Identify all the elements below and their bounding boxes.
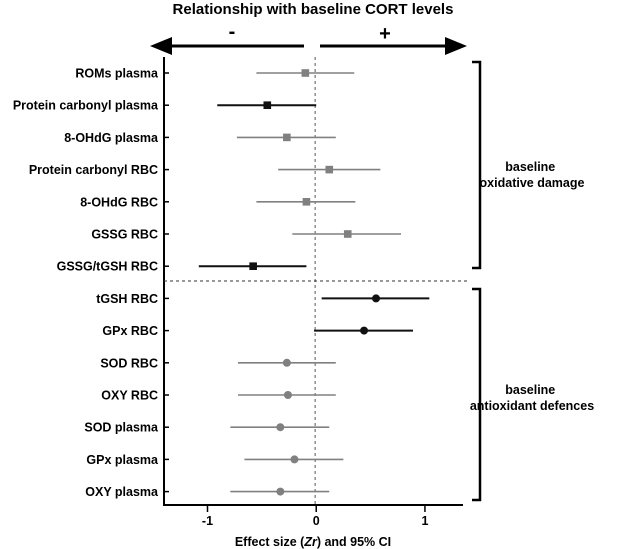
antioxidant-bracket <box>472 287 482 502</box>
forest-rows: ROMs plasma Protein carbonyl plasma 8-OHdG… <box>13 67 430 499</box>
row-label: SOD plasma <box>84 421 159 435</box>
x-axis-label: Effect size (Zr) and 95% CI <box>235 535 391 549</box>
effect-size-marker <box>325 165 334 174</box>
effect-size-marker <box>276 487 285 496</box>
forest-row: Protein carbonyl plasma <box>13 99 317 113</box>
row-label: GPx RBC <box>102 324 158 338</box>
row-label: SOD RBC <box>100 356 158 370</box>
x-axis-label-symbol: Zr <box>303 535 318 549</box>
forest-row: GPx plasma <box>86 453 344 467</box>
forest-row: GSSG/tGSH RBC <box>57 260 307 274</box>
row-label: GSSG RBC <box>91 228 158 242</box>
oxidative-bracket <box>472 60 482 270</box>
row-label: Protein carbonyl plasma <box>13 99 159 113</box>
effect-size-marker <box>282 358 291 367</box>
effect-size-marker <box>301 69 310 77</box>
row-label: GSSG/tGSH RBC <box>57 260 158 274</box>
positive-direction-arrow <box>320 37 467 55</box>
row-label: 8-OHdG RBC <box>80 195 158 209</box>
effect-size-marker <box>283 391 292 399</box>
forest-row: OXY RBC <box>101 389 336 403</box>
row-label: GPx plasma <box>86 453 159 467</box>
oxidative-group-label: baseline oxidative damage <box>480 160 585 190</box>
effect-size-marker <box>360 326 369 335</box>
x-axis-label-suffix: ) and 95% CI <box>317 535 391 549</box>
forest-row: Protein carbonyl RBC <box>29 163 381 177</box>
forest-row: GPx RBC <box>102 324 413 338</box>
effect-size-marker <box>343 230 352 238</box>
effect-size-marker <box>283 133 291 142</box>
effect-size-marker <box>290 455 299 464</box>
antioxidant-group-label: baseline antioxidant defences <box>470 383 594 413</box>
row-label: ROMs plasma <box>75 67 159 81</box>
effect-size-marker <box>372 294 381 303</box>
negative-direction-arrow <box>150 37 304 55</box>
forest-row: SOD RBC <box>100 356 336 370</box>
row-label: 8-OHdG plasma <box>64 131 159 145</box>
effect-size-marker <box>302 198 311 206</box>
negative-label: - <box>229 21 236 43</box>
x-tick-label: 1 <box>421 514 428 528</box>
x-tick-label: -1 <box>202 514 213 528</box>
effect-size-marker <box>263 101 272 109</box>
forest-row: OXY plasma <box>85 485 330 499</box>
forest-row: SOD plasma <box>84 421 330 435</box>
row-label: OXY RBC <box>101 389 158 403</box>
forest-row: GSSG RBC <box>91 228 402 242</box>
forest-row: tGSH RBC <box>96 292 430 306</box>
row-label: OXY plasma <box>85 485 159 499</box>
x-ticks: -1 0 1 <box>202 505 428 528</box>
antioxidant-group-label-line1: baseline <box>505 383 555 397</box>
chart-title: Relationship with baseline CORT levels <box>173 1 454 18</box>
antioxidant-group-label-line2: antioxidant defences <box>470 399 594 413</box>
row-label: tGSH RBC <box>96 292 158 306</box>
x-axis-label-prefix: Effect size ( <box>235 535 305 549</box>
effect-size-marker <box>276 423 285 432</box>
oxidative-group-label-line1: baseline <box>505 160 555 174</box>
row-label: Protein carbonyl RBC <box>29 163 158 177</box>
forest-row: 8-OHdG RBC <box>80 195 356 209</box>
effect-size-marker <box>249 262 257 270</box>
forest-row: 8-OHdG plasma <box>64 131 336 145</box>
positive-label: + <box>379 23 391 45</box>
x-tick-label: 0 <box>313 514 320 528</box>
forest-row: ROMs plasma <box>75 67 355 81</box>
oxidative-group-label-line2: oxidative damage <box>480 176 585 190</box>
